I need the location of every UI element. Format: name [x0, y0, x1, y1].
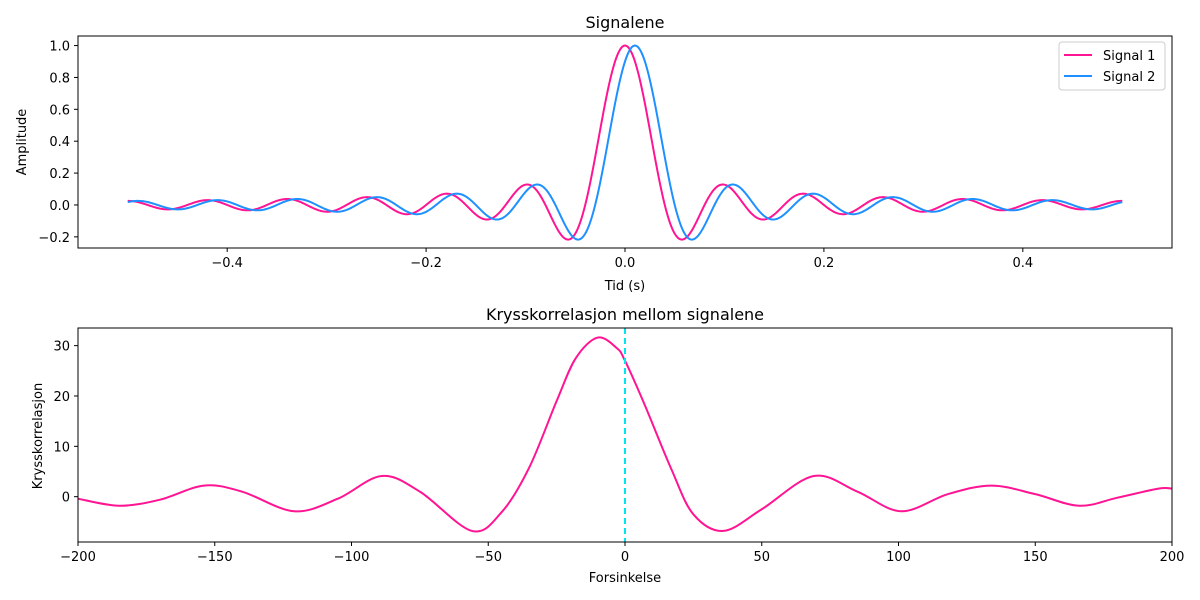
chart2-ylabel: Krysskorrelasjon [31, 383, 46, 489]
chart1-ytick-label: 0.8 [49, 71, 70, 86]
chart1-title: Signalene [586, 13, 665, 32]
chart2-xtick-label: 50 [753, 550, 770, 565]
chart1-xtick-label: −0.2 [410, 256, 442, 271]
chart1-xtick-label: 0.0 [615, 256, 636, 271]
crosscorrelation-line [77, 336, 1173, 533]
chart1-ytick-label: 0.6 [49, 103, 70, 118]
signal2-line [127, 44, 1123, 241]
chart1-xtick-label: 0.4 [1012, 256, 1033, 271]
chart1-xlabel: Tid (s) [604, 279, 645, 294]
chart1-legend: Signal 1 Signal 2 [1058, 41, 1166, 91]
chart1-ytick-label: 0.0 [49, 199, 70, 214]
chart2-xtick-label: 150 [1023, 550, 1048, 565]
chart2-ytick-label: 0 [62, 491, 70, 506]
chart1-ytick-label: 0.2 [49, 167, 70, 182]
chart2-xtick-label: 100 [886, 550, 911, 565]
chart2-ytick-label: 10 [53, 440, 70, 455]
chart2-xtick-label: 200 [1160, 550, 1185, 565]
chart2-xlabel: Forsinkelse [589, 571, 661, 586]
legend-signal2-label: Signal 2 [1103, 70, 1155, 85]
chart1-xtick-label: −0.4 [211, 256, 243, 271]
chart2-xtick-label: 0 [621, 550, 629, 565]
chart1-ylabel: Amplitude [15, 109, 30, 176]
chart2-xtick-label: −100 [334, 550, 370, 565]
chart2-title: Krysskorrelasjon mellom signalene [486, 305, 764, 324]
chart2-xtick-label: −200 [60, 550, 96, 565]
chart2-ytick-label: 20 [53, 390, 70, 405]
chart1-ytick-label: 1.0 [49, 40, 70, 55]
chart2-xtick-label: −150 [197, 550, 233, 565]
signals-chart: Signalene −0.4 −0.2 0.0 0.2 0.4 −0.2 0.0 0.2 0.… [15, 13, 1173, 294]
chart2-ytick-label: 30 [53, 340, 70, 355]
chart1-ytick-label: −0.2 [38, 231, 70, 246]
crosscorrelation-chart: Krysskorrelasjon mellom signalene −200 −1… [31, 305, 1184, 586]
chart1-ytick-label: 0.4 [49, 135, 70, 150]
chart2-xtick-label: −50 [475, 550, 502, 565]
legend-signal1-label: Signal 1 [1103, 49, 1155, 64]
chart1-xtick-label: 0.2 [814, 256, 835, 271]
